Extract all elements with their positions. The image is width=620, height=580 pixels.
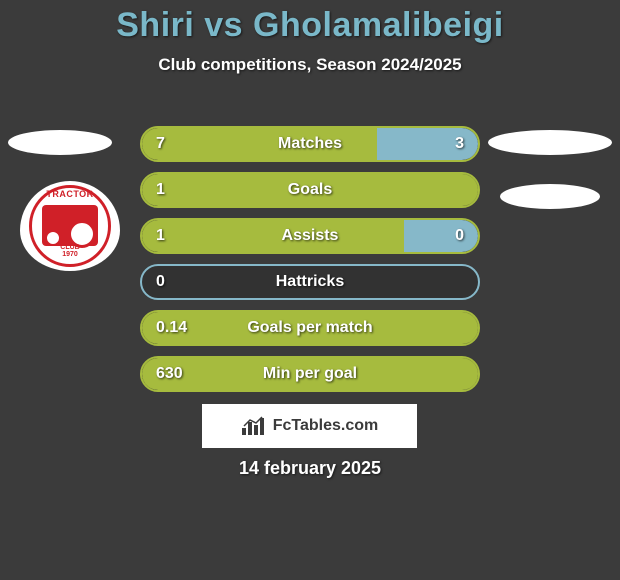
stat-value-right: 0 <box>455 220 464 252</box>
date: 14 february 2025 <box>0 458 620 479</box>
stat-fill-left <box>142 220 404 252</box>
footer-text: FcTables.com <box>273 417 379 435</box>
stat-value-left: 7 <box>156 128 165 160</box>
ellipse-left-top <box>8 130 112 155</box>
comparison-card: Shiri vs Gholamalibeigi Club competition… <box>0 6 620 580</box>
stat-row: Goals per match0.14 <box>140 310 480 346</box>
stat-fill-left <box>142 174 478 206</box>
stats-list: Matches73Goals1Assists10Hattricks0Goals … <box>140 126 480 402</box>
club-badge-inner: TRACTOR CLUB 1970 <box>29 185 111 267</box>
stat-value-left: 630 <box>156 358 183 390</box>
stat-row: Goals1 <box>140 172 480 208</box>
club-badge: TRACTOR CLUB 1970 <box>20 181 120 271</box>
stat-value-right: 3 <box>455 128 464 160</box>
club-bottom: CLUB 1970 <box>32 244 108 258</box>
stat-value-left: 0.14 <box>156 312 187 344</box>
stat-value-left: 0 <box>156 266 165 298</box>
stat-row: Matches73 <box>140 126 480 162</box>
stat-row: Assists10 <box>140 218 480 254</box>
chart-icon <box>241 416 267 436</box>
footer-attribution: FcTables.com <box>202 404 417 448</box>
club-name: TRACTOR <box>32 189 108 199</box>
stat-fill-left <box>142 358 478 390</box>
ellipse-right-mid <box>500 184 600 209</box>
subtitle: Club competitions, Season 2024/2025 <box>0 55 620 75</box>
stat-fill-right <box>404 220 478 252</box>
stat-value-left: 1 <box>156 174 165 206</box>
tractor-icon <box>42 205 98 246</box>
stat-fill-left <box>142 312 478 344</box>
stat-row: Hattricks0 <box>140 264 480 300</box>
stat-label: Hattricks <box>142 266 478 298</box>
ellipse-right-top <box>488 130 612 155</box>
stat-row: Min per goal630 <box>140 356 480 392</box>
stat-value-left: 1 <box>156 220 165 252</box>
page-title: Shiri vs Gholamalibeigi <box>0 6 620 45</box>
stat-fill-left <box>142 128 377 160</box>
